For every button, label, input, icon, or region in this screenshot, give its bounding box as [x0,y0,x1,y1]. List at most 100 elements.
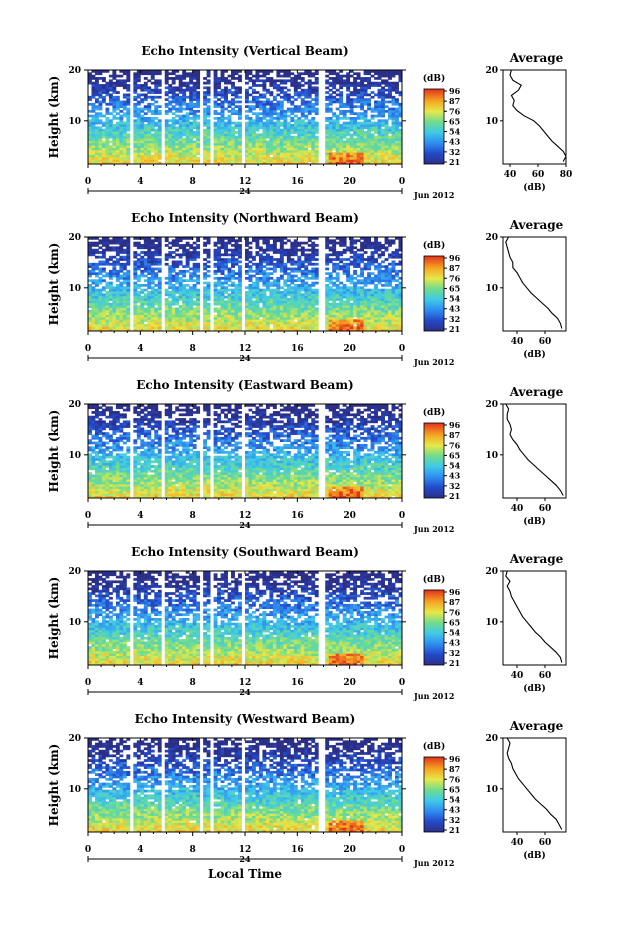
heatmap-cell [269,94,273,97]
heatmap-cell [346,159,350,162]
heatmap-cell [165,326,169,329]
heatmap-cell [154,82,158,85]
heatmap-cell [311,282,315,285]
heatmap-cell [367,79,371,82]
heatmap-cell [388,129,392,132]
heatmap-cell [193,75,197,78]
y-tick-label: 10 [68,117,81,127]
heatmap-cell [350,117,354,120]
heatmap-cell [98,261,102,264]
heatmap-cell [374,141,378,144]
heatmap-cell [172,126,176,129]
heatmap-cell [154,319,158,322]
heatmap-cell [343,239,347,242]
heatmap-cell [238,275,242,278]
heatmap-cell [147,155,151,158]
heatmap-cell [123,326,127,329]
heatmap-cell [346,96,350,99]
heatmap-cell [123,289,127,292]
heatmap-cell [297,312,301,315]
heatmap-cell [112,317,116,320]
heatmap-cell [95,157,99,160]
heatmap-cell [336,324,340,327]
heatmap-cell [137,119,141,122]
heatmap-cell [339,300,343,303]
heatmap-cell [224,129,228,132]
heatmap-cell [144,265,148,268]
heatmap-cell [196,300,200,303]
heatmap-cell [147,148,151,151]
heatmap-cell [381,105,385,108]
heatmap-cell [88,141,92,144]
heatmap-cell [154,101,158,104]
heatmap-cell [182,275,186,278]
heatmap-cell [346,152,350,155]
heatmap-cell [203,298,207,301]
heatmap-cell [350,101,354,104]
heatmap-cell [133,305,137,308]
heatmap-cell [144,129,148,132]
heatmap-cell [343,122,347,125]
heatmap-cell [140,143,144,146]
heatmap-cell [147,119,151,122]
heatmap-cell [343,136,347,139]
heatmap-cell [224,251,228,254]
heatmap-cell [203,258,207,261]
heatmap-cell [91,317,95,320]
heatmap-cell [287,305,291,308]
heatmap-cell [308,258,312,261]
heatmap-cell [168,272,172,275]
heatmap-cell [325,119,329,122]
heatmap-cell [91,157,95,160]
heatmap-cell [287,249,291,252]
heatmap-cell [196,110,200,113]
heatmap-cell [186,155,190,158]
heatmap-cell [388,94,392,97]
heatmap-cell [259,270,263,273]
heatmap-cell [311,322,315,325]
heatmap-cell [371,138,375,141]
heatmap-cell [154,108,158,111]
heatmap-cell [332,296,336,299]
heatmap-cell [346,84,350,87]
heatmap-cell [297,119,301,122]
heatmap-cell [203,310,207,313]
heatmap-cell [280,96,284,99]
heatmap-cell [203,291,207,294]
heatmap-cell [287,298,291,301]
heatmap-cell [238,246,242,249]
heatmap-cell [196,148,200,151]
heatmap-cell [140,312,144,315]
heatmap-cell [350,143,354,146]
heatmap-cell [165,124,169,127]
heatmap-cell [357,91,361,94]
heatmap-cell [273,308,277,311]
heatmap-cell [116,312,120,315]
heatmap-cell [196,157,200,160]
heatmap-cell [325,268,329,271]
heatmap-cell [147,303,151,306]
heatmap-cell [228,122,232,125]
heatmap-cell [276,143,280,146]
heatmap-cell [248,261,252,264]
heatmap-cell [301,84,305,87]
heatmap-cell [339,289,343,292]
heatmap-cell [154,91,158,94]
heatmap-cell [147,79,151,82]
heatmap-cell [119,150,123,153]
heatmap-cell [116,317,120,320]
heatmap-cell [255,115,259,118]
heatmap-cell [392,84,396,87]
heatmap-cell [126,129,130,132]
heatmap-cell [385,72,389,75]
heatmap-cell [304,136,308,139]
heatmap-cell [165,258,169,261]
heatmap-cell [151,98,155,101]
heatmap-cell [329,261,333,264]
heatmap-cell [266,136,270,139]
heatmap-cell [245,110,249,113]
heatmap-cell [255,96,259,99]
heatmap-cell [301,326,305,329]
heatmap-cell [147,258,151,261]
heatmap-cell [193,324,197,327]
